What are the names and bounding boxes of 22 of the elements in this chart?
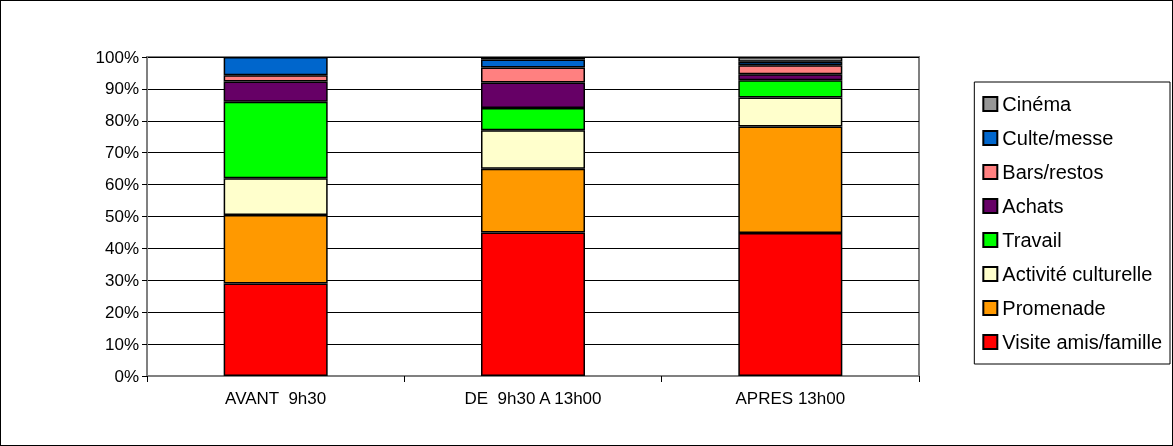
legend-label: Achats: [1002, 195, 1064, 217]
x-tick-label: DE 9h30 A 13h00: [464, 389, 602, 408]
x-tick-label: APRES 13h00: [735, 389, 846, 408]
legend-label: Promenade: [1002, 297, 1106, 319]
legend-label: Cinéma: [1002, 93, 1073, 115]
y-tick-label: 60%: [104, 175, 139, 195]
y-tick-label: 80%: [104, 111, 139, 131]
y-tick-label: 100%: [95, 47, 139, 67]
y-tick-label: 20%: [104, 302, 139, 322]
legend-label: Visite amis/famille: [1002, 331, 1163, 353]
legend-label: Activité culturelle: [1002, 263, 1153, 285]
y-tick-label: 10%: [104, 334, 139, 354]
y-tick-label: 90%: [104, 79, 139, 99]
y-tick-label: 40%: [104, 238, 139, 258]
legend-label: Bars/restos: [1002, 161, 1104, 183]
legend-label: Culte/messe: [1002, 127, 1114, 149]
y-tick-label: 30%: [104, 270, 139, 290]
y-tick-label: 70%: [104, 143, 139, 163]
y-tick-label: 50%: [104, 207, 139, 226]
x-tick-label: AVANT 9h30: [225, 389, 327, 408]
y-tick-label: 0%: [114, 366, 139, 386]
legend-label: Travail: [1002, 229, 1062, 251]
